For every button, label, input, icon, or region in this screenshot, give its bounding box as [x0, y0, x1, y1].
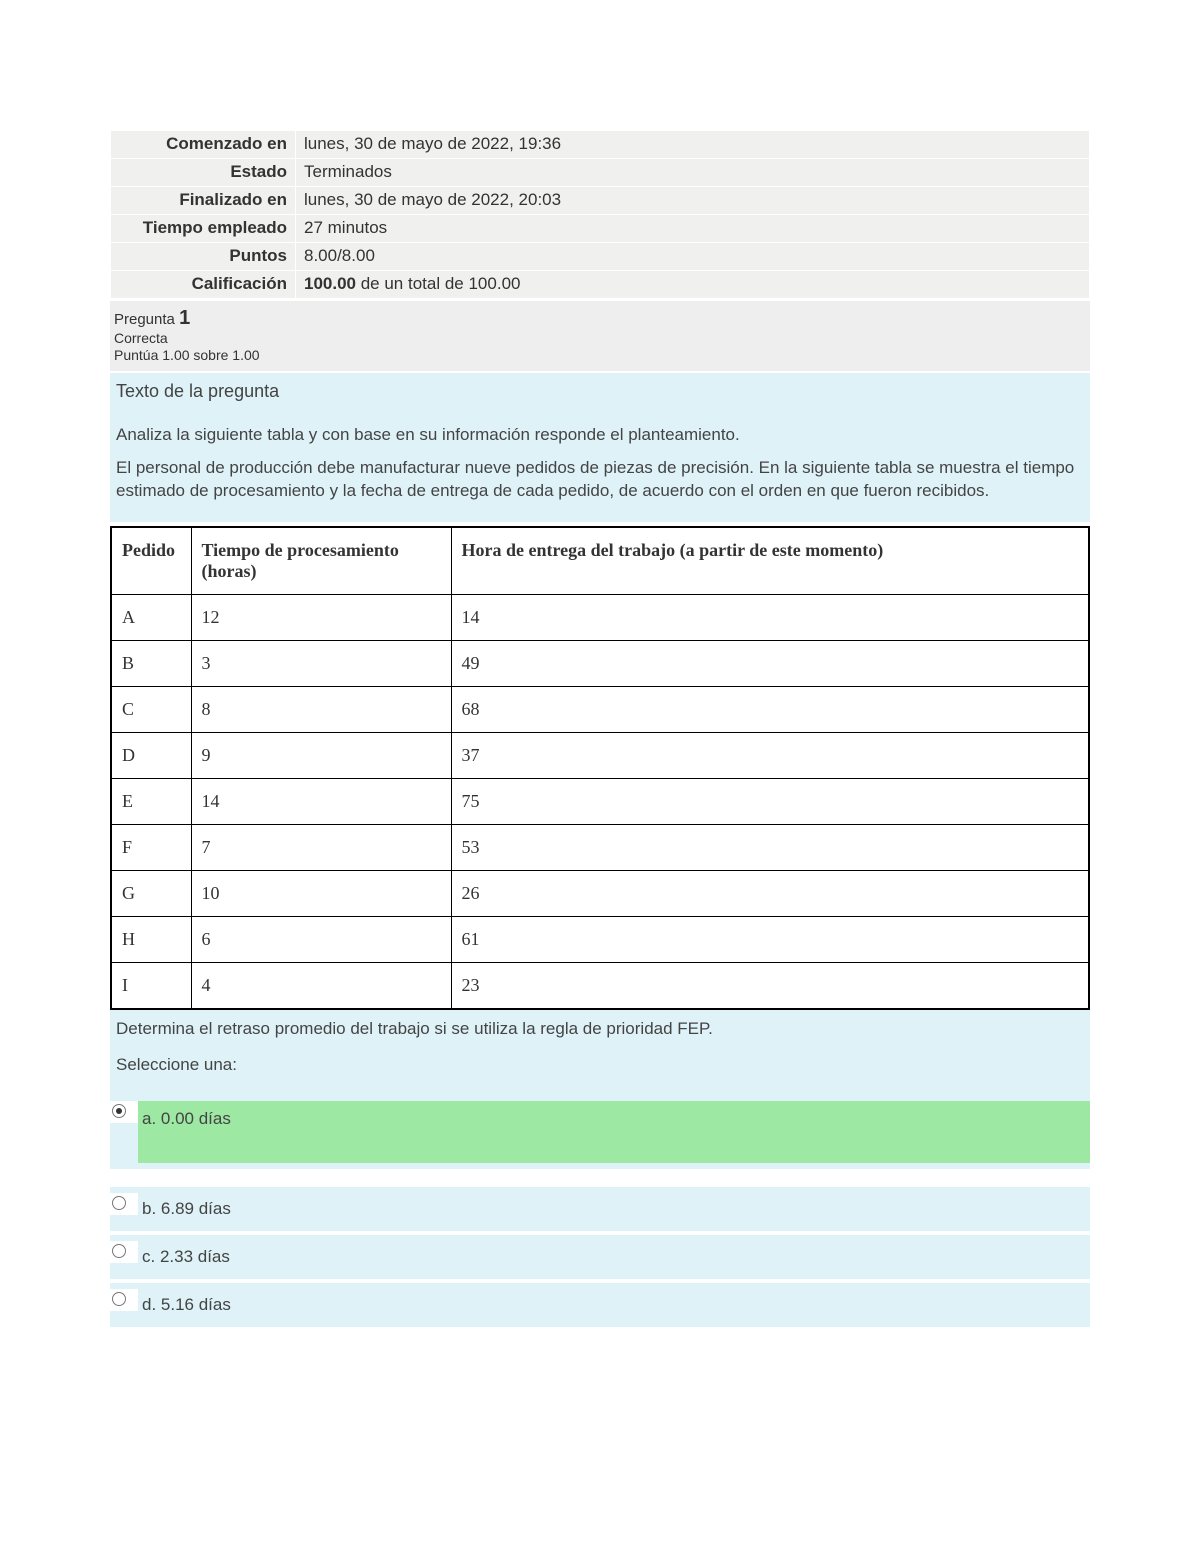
- question-header: Pregunta 1 Correcta Puntúa 1.00 sobre 1.…: [110, 301, 1090, 371]
- table-row: F753: [111, 825, 1089, 871]
- option-label: b. 6.89 días: [138, 1193, 1090, 1225]
- table-cell: 12: [191, 595, 451, 641]
- question-paragraph: Analiza la siguiente tabla y con base en…: [116, 424, 1084, 447]
- table-cell: 49: [451, 641, 1089, 687]
- table-cell: 61: [451, 917, 1089, 963]
- radio-icon: [112, 1244, 126, 1258]
- table-cell: C: [111, 687, 191, 733]
- attempt-summary-table: Comenzado enlunes, 30 de mayo de 2022, 1…: [110, 130, 1090, 299]
- table-header: Tiempo de procesamiento (horas): [191, 527, 451, 595]
- table-cell: 14: [451, 595, 1089, 641]
- info-value: 8.00/8.00: [296, 242, 1090, 270]
- table-cell: 4: [191, 963, 451, 1010]
- answer-option[interactable]: c. 2.33 días: [110, 1235, 1090, 1279]
- table-row: D937: [111, 733, 1089, 779]
- question-body: Analiza la siguiente tabla y con base en…: [110, 410, 1090, 523]
- answer-option[interactable]: d. 5.16 días: [110, 1283, 1090, 1327]
- table-cell: E: [111, 779, 191, 825]
- info-label: Calificación: [111, 270, 296, 298]
- question-paragraph: El personal de producción debe manufactu…: [116, 457, 1084, 503]
- table-cell: 14: [191, 779, 451, 825]
- question-followup: Determina el retraso promedio del trabaj…: [110, 1010, 1090, 1095]
- table-cell: 3: [191, 641, 451, 687]
- table-cell: 23: [451, 963, 1089, 1010]
- table-row: H661: [111, 917, 1089, 963]
- table-cell: 37: [451, 733, 1089, 779]
- info-value: lunes, 30 de mayo de 2022, 20:03: [296, 186, 1090, 214]
- table-row: A1214: [111, 595, 1089, 641]
- radio-icon: [112, 1104, 126, 1118]
- table-header: Pedido: [111, 527, 191, 595]
- data-table: Pedido Tiempo de procesamiento (horas) H…: [110, 526, 1090, 1010]
- table-cell: 6: [191, 917, 451, 963]
- table-row: B349: [111, 641, 1089, 687]
- table-cell: 53: [451, 825, 1089, 871]
- info-label: Estado: [111, 158, 296, 186]
- table-header: Hora de entrega del trabajo (a partir de…: [451, 527, 1089, 595]
- table-cell: G: [111, 871, 191, 917]
- table-cell: F: [111, 825, 191, 871]
- question-grade: Puntúa 1.00 sobre 1.00: [114, 347, 1090, 365]
- answer-option[interactable]: b. 6.89 días: [110, 1187, 1090, 1231]
- info-value: Terminados: [296, 158, 1090, 186]
- question-title: Pregunta 1: [114, 307, 1090, 330]
- table-row: C868: [111, 687, 1089, 733]
- answer-option[interactable]: a. 0.00 días: [110, 1095, 1090, 1169]
- radio-icon: [112, 1292, 126, 1306]
- prompt-text: Determina el retraso promedio del trabaj…: [116, 1016, 1084, 1042]
- radio-icon: [112, 1196, 126, 1210]
- question-status: Correcta: [114, 330, 1090, 348]
- table-cell: D: [111, 733, 191, 779]
- table-cell: B: [111, 641, 191, 687]
- table-cell: 7: [191, 825, 451, 871]
- question-word: Pregunta: [114, 311, 175, 328]
- table-cell: H: [111, 917, 191, 963]
- radio-button[interactable]: [110, 1193, 138, 1215]
- info-label: Tiempo empleado: [111, 214, 296, 242]
- table-cell: 8: [191, 687, 451, 733]
- info-value: lunes, 30 de mayo de 2022, 19:36: [296, 131, 1090, 159]
- radio-button[interactable]: [110, 1241, 138, 1263]
- table-cell: I: [111, 963, 191, 1010]
- option-label: c. 2.33 días: [138, 1241, 1090, 1273]
- select-one-label: Seleccione una:: [116, 1052, 1084, 1078]
- table-cell: 26: [451, 871, 1089, 917]
- info-label: Comenzado en: [111, 131, 296, 159]
- option-label: a. 0.00 días: [138, 1101, 1090, 1163]
- answer-options: a. 0.00 días b. 6.89 días c. 2.33 días d. 5…: [110, 1095, 1090, 1331]
- table-cell: A: [111, 595, 191, 641]
- info-value: 27 minutos: [296, 214, 1090, 242]
- question-number: 1: [179, 307, 190, 329]
- info-value: 100.00 de un total de 100.00: [296, 270, 1090, 298]
- info-label: Puntos: [111, 242, 296, 270]
- info-label: Finalizado en: [111, 186, 296, 214]
- table-cell: 10: [191, 871, 451, 917]
- question-text-heading: Texto de la pregunta: [110, 373, 1090, 410]
- table-cell: 68: [451, 687, 1089, 733]
- table-cell: 9: [191, 733, 451, 779]
- table-row: I423: [111, 963, 1089, 1010]
- radio-button[interactable]: [110, 1289, 138, 1311]
- table-cell: 75: [451, 779, 1089, 825]
- radio-button[interactable]: [110, 1101, 138, 1123]
- option-label: d. 5.16 días: [138, 1289, 1090, 1321]
- table-row: G1026: [111, 871, 1089, 917]
- table-row: E1475: [111, 779, 1089, 825]
